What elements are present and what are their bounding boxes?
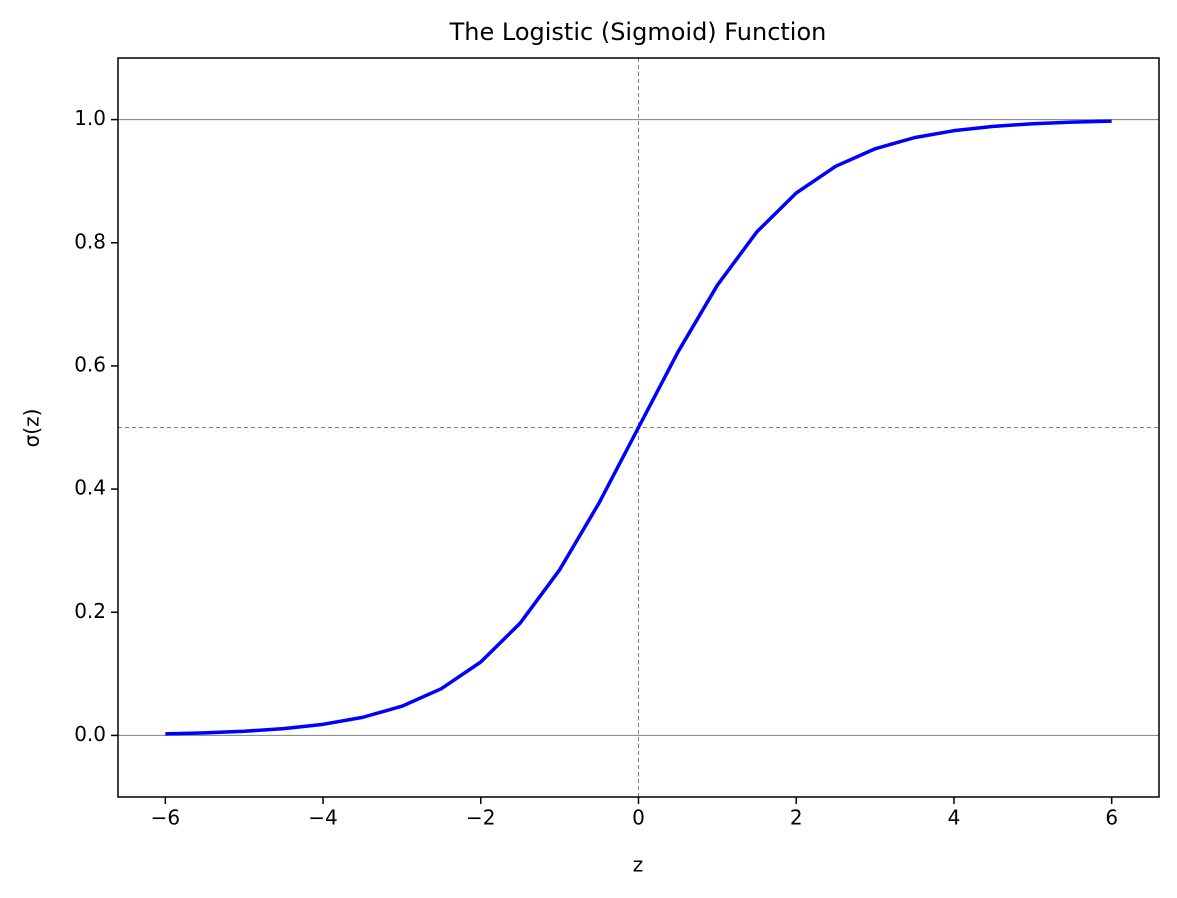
y-tick-label: 0.4 [74,476,106,500]
x-tick-label: 0 [632,806,645,830]
x-tick-label: −4 [308,806,337,830]
x-tick-label: 4 [948,806,961,830]
sigmoid-line [165,119,1112,736]
y-tick-label: 1.0 [74,106,106,130]
y-axis-label: σ(z) [20,409,44,448]
y-tick-label: 0.6 [74,352,106,376]
x-tick-label: 2 [790,806,803,830]
y-tick-label: 0.8 [74,229,106,253]
x-axis-label: z [633,853,644,877]
y-tick-label: 0.2 [74,599,106,623]
y-tick-label: 0.0 [74,722,106,746]
x-tick-label: −6 [151,806,180,830]
x-tick-label: 6 [1105,806,1118,830]
chart-title: The Logistic (Sigmoid) Function [449,18,827,46]
x-tick-label: −2 [466,806,495,830]
